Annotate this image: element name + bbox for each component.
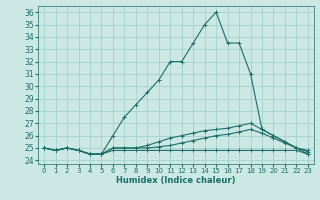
X-axis label: Humidex (Indice chaleur): Humidex (Indice chaleur) — [116, 176, 236, 185]
